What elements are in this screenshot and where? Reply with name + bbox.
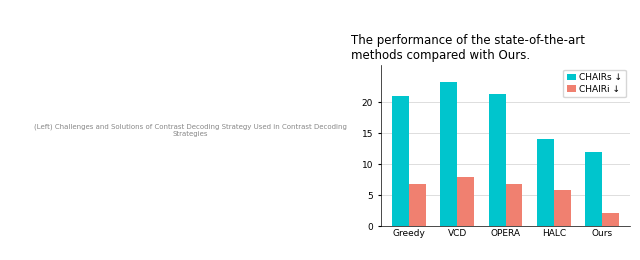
Bar — [506, 184, 522, 226]
Bar — [585, 152, 602, 226]
Bar — [392, 96, 409, 226]
Bar — [602, 213, 619, 226]
Bar — [458, 177, 474, 226]
Bar — [537, 139, 554, 226]
Bar — [440, 82, 458, 226]
Bar — [554, 190, 571, 226]
Bar — [489, 94, 506, 226]
Text: The performance of the state-of-the-art
methods compared with Ours.: The performance of the state-of-the-art … — [351, 34, 585, 62]
Bar — [409, 184, 426, 226]
Legend: CHAIRs ↓, CHAIRi ↓: CHAIRs ↓, CHAIRi ↓ — [563, 69, 626, 98]
Text: (Left) Challenges and Solutions of Contrast Decoding Strategy Used in Contrast D: (Left) Challenges and Solutions of Contr… — [34, 123, 347, 137]
